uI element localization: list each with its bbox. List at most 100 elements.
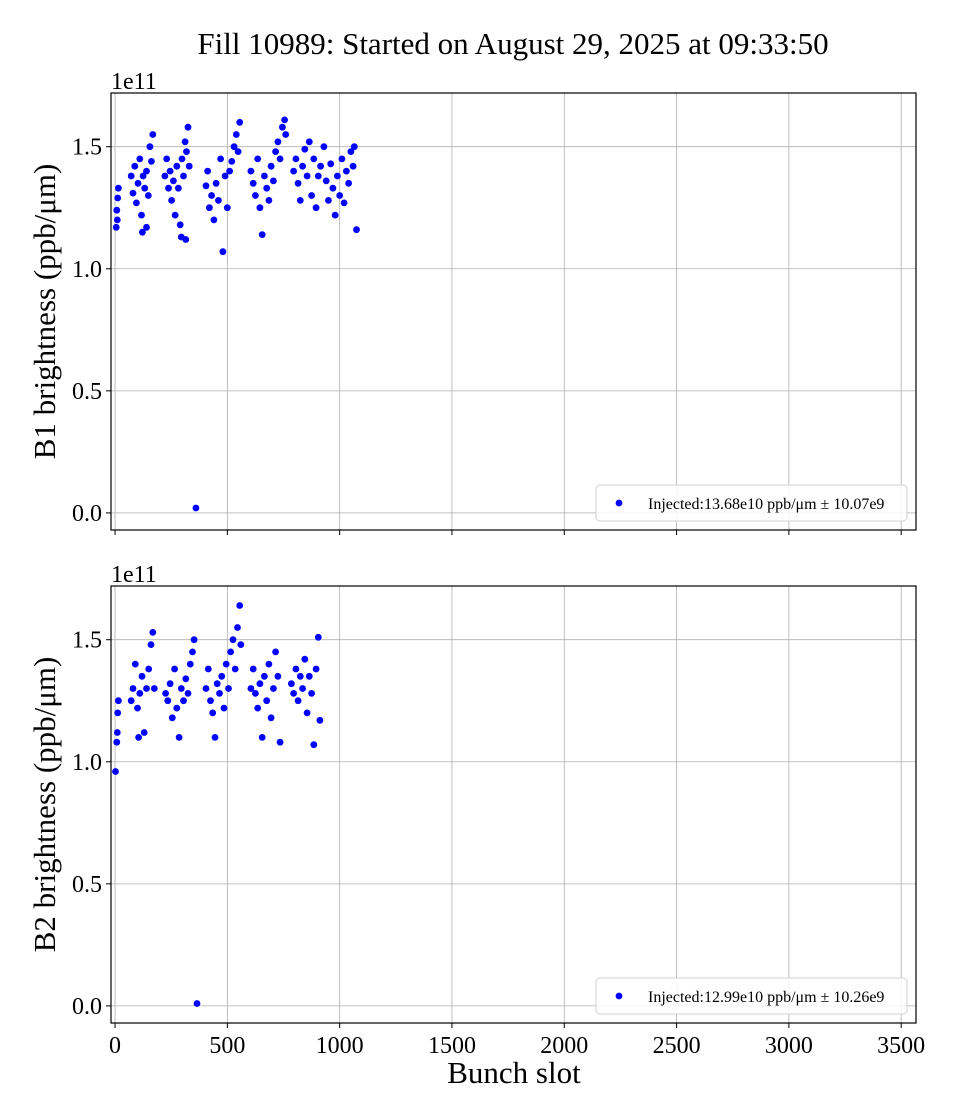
data-point [181, 138, 189, 146]
y-axis-label: B1 brightness (ppb/μm) [27, 164, 62, 460]
data-point [261, 672, 268, 680]
legend-box [595, 977, 908, 1015]
data-point [265, 197, 273, 204]
data-point [267, 162, 275, 170]
data-point [115, 697, 122, 705]
data-point [212, 179, 220, 187]
data-point [276, 738, 284, 746]
data-point [347, 148, 355, 156]
data-point [129, 685, 137, 692]
y-tick-label: 1.0 [72, 257, 102, 283]
data-point [204, 167, 212, 175]
x-axis-label: Bunch slot [447, 1055, 581, 1090]
data-point [305, 138, 313, 146]
data-point [288, 680, 295, 688]
data-point [282, 131, 290, 138]
data-point [143, 167, 150, 175]
x-tick-label: 2000 [540, 1033, 588, 1059]
data-point [267, 714, 275, 722]
data-point [281, 116, 288, 124]
data-point [316, 716, 324, 724]
data-point [312, 665, 320, 673]
data-point [135, 734, 143, 741]
data-point [139, 228, 146, 236]
data-point [141, 184, 149, 192]
data-point [219, 248, 227, 256]
legend-label: Injected:12.99e10 ppb/μm ± 10.26e9 [648, 989, 884, 1006]
data-point [226, 167, 234, 175]
data-point [274, 672, 282, 680]
data-point [290, 167, 297, 175]
data-point [343, 167, 350, 175]
data-point [177, 685, 185, 692]
data-point [218, 672, 226, 680]
data-point [279, 123, 286, 131]
y-tick-label: 0.5 [72, 379, 102, 405]
data-point [171, 211, 179, 219]
y-tick-label: 1.5 [72, 628, 102, 654]
data-point [202, 182, 210, 190]
data-point [189, 648, 196, 656]
offset-label: 1e11 [111, 562, 157, 588]
data-point [249, 179, 257, 187]
data-point [147, 641, 155, 648]
x-tick-label: 3500 [877, 1033, 925, 1059]
data-point [136, 155, 144, 163]
data-point [192, 504, 200, 512]
data-point [338, 155, 346, 163]
x-tick-label: 500 [209, 1033, 245, 1059]
data-point [215, 197, 222, 204]
data-point [234, 624, 241, 631]
data-point [113, 206, 121, 214]
data-point [322, 177, 330, 185]
data-point [185, 162, 193, 170]
legend: Injected:12.99e10 ppb/μm ± 10.26e9 [595, 977, 908, 1015]
data-point [150, 685, 158, 692]
data-point [136, 690, 144, 697]
data-point [227, 648, 235, 656]
data-point [138, 211, 145, 219]
data-point [305, 672, 313, 680]
data-point [175, 184, 182, 192]
data-point [184, 123, 192, 131]
data-point [148, 158, 155, 165]
data-point [270, 177, 277, 185]
data-point [230, 143, 238, 151]
data-point [223, 204, 231, 212]
data-point [252, 690, 259, 697]
data-point [290, 690, 297, 697]
data-point [213, 680, 221, 688]
data-point [258, 231, 266, 239]
data-point [231, 665, 239, 673]
data-point [256, 204, 264, 212]
data-point [237, 641, 245, 648]
y-tick-label: 1.0 [72, 750, 102, 776]
data-point [272, 148, 279, 156]
panel-b2: 0 500 1000 1500 2000 2500 3000 3500 0.0 0.5 1.0 1.5… [27, 562, 925, 1059]
data-point [209, 709, 217, 717]
data-point [340, 199, 348, 207]
data-point [113, 729, 121, 736]
data-point [146, 143, 154, 151]
data-point [206, 204, 213, 212]
data-point [345, 179, 352, 187]
data-point [256, 680, 264, 688]
data-point [303, 709, 311, 717]
data-point [166, 167, 174, 175]
data-point [208, 192, 216, 199]
legend: Injected:13.68e10 ppb/μm ± 10.07e9 [595, 484, 908, 522]
data-point [182, 236, 190, 243]
data-point [165, 184, 172, 192]
data-point [166, 680, 174, 688]
data-point [138, 672, 146, 680]
data-point [182, 675, 190, 683]
data-point [127, 172, 135, 180]
data-point [301, 655, 309, 663]
data-point [143, 223, 150, 231]
data-point [131, 660, 139, 668]
data-point [296, 672, 304, 680]
data-point [184, 690, 192, 697]
data-point [113, 738, 121, 746]
data-point [329, 184, 337, 192]
data-point [249, 665, 257, 673]
